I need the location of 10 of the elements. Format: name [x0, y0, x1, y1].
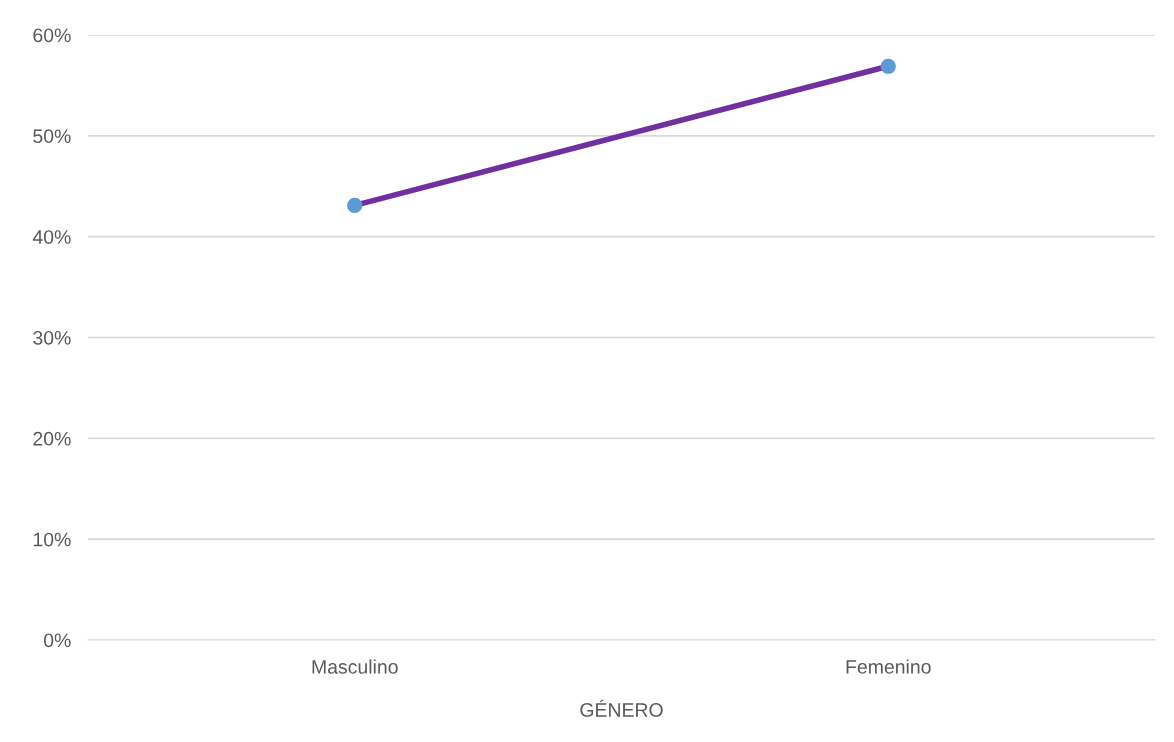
y-tick-label: 10%: [33, 532, 71, 547]
y-tick-label: 50%: [33, 129, 71, 144]
y-tick-label: 60%: [33, 28, 71, 43]
x-tick-label: Femenino: [846, 659, 931, 674]
y-tick-label: 20%: [33, 431, 71, 446]
x-tick-label: Masculino: [312, 659, 398, 674]
x-axis-title: GÉNERO: [580, 699, 663, 717]
y-tick-label: 0%: [43, 633, 71, 648]
y-tick-label: 40%: [32, 230, 71, 244]
y-tick-label: 30%: [33, 330, 71, 345]
